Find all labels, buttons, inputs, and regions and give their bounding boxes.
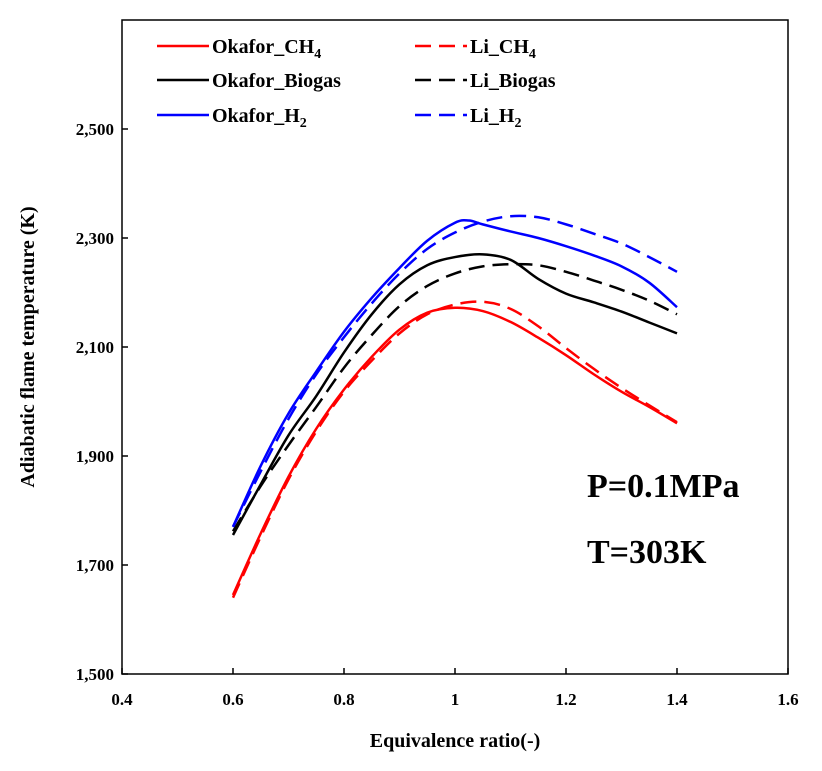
y-axis-title: Adiabatic flame temperature (K): [17, 206, 39, 487]
x-tick-label: 0.8: [333, 690, 354, 709]
x-tick-label: 1.4: [666, 690, 688, 709]
x-tick-label: 1.2: [555, 690, 576, 709]
series-line-okafor-ch4: [231, 306, 678, 596]
series-line-okafor-biogas: [231, 253, 678, 536]
legend-label-subscript: 2: [300, 116, 307, 131]
series-layer: [231, 214, 678, 599]
x-tick-label: 1.6: [777, 690, 798, 709]
legend-label: Li_H2: [470, 105, 521, 131]
legend-label: Li_CH4: [470, 36, 536, 62]
legend-label: Okafor_H2: [212, 105, 307, 131]
x-axis: 0.4 0.6 0.8 1 1.2 1.4 1.6: [111, 668, 799, 709]
legend-label-subscript: 4: [314, 47, 321, 62]
y-tick-label: 1,700: [76, 556, 114, 575]
y-tick-label: 1,900: [76, 447, 114, 466]
y-axis: 1,500 1,700 1,900 2,100 2,300 2,500: [76, 120, 128, 684]
series-line-li-h2: [231, 214, 678, 528]
y-tick-label: 1,500: [76, 665, 114, 684]
legend-label-main: Li_CH: [470, 36, 529, 58]
x-tick-label: 1: [451, 690, 460, 709]
x-tick-label: 0.4: [111, 690, 133, 709]
legend-label-main: Okafor_H: [212, 105, 300, 127]
y-tick-label: 2,300: [76, 229, 114, 248]
series-line-li-biogas: [231, 262, 678, 532]
legend-label: Okafor_Biogas: [212, 70, 341, 92]
legend-label-main: Okafor_Biogas: [212, 70, 341, 92]
x-tick-label: 0.6: [222, 690, 243, 709]
legend-label-subscript: 2: [514, 116, 521, 131]
y-tick-label: 2,100: [76, 338, 114, 357]
legend-label-main: Okafor_CH: [212, 36, 315, 58]
annotation-pressure: P=0.1MPa: [587, 468, 740, 505]
legend-label-main: Li_Biogas: [470, 70, 556, 92]
y-tick-label: 2,500: [76, 120, 114, 139]
legend-label-main: Li_H: [470, 105, 515, 127]
x-axis-title: Equivalence ratio(-): [370, 730, 541, 752]
legend-label-subscript: 4: [529, 47, 536, 62]
legend-label: Li_Biogas: [470, 70, 556, 92]
annotation-temperature: T=303K: [587, 534, 707, 571]
legend-label: Okafor_CH4: [212, 36, 321, 62]
series-line-okafor-h2: [231, 218, 678, 528]
